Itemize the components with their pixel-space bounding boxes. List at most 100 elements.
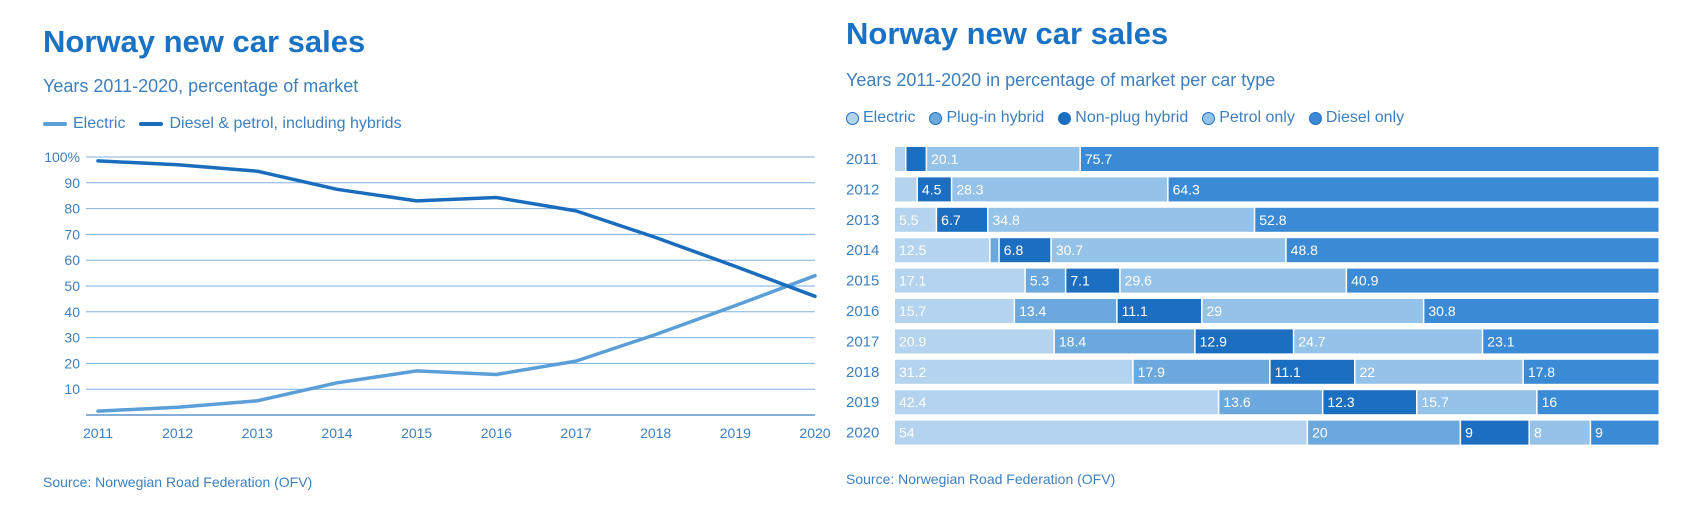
legend-label: Electric (73, 115, 126, 132)
legend-label: Petrol only (1219, 109, 1295, 126)
bar-value-label: 13.6 (1223, 394, 1250, 410)
bar-value-label: 22 (1360, 364, 1376, 380)
x-tick-label: 2017 (560, 425, 591, 441)
bar-segment (1483, 329, 1659, 354)
y-tick-label: 100% (44, 149, 80, 165)
bar-segment (937, 207, 988, 232)
legend-swatch (139, 122, 164, 126)
legend-swatch (1308, 111, 1322, 125)
bar-value-label: 31.2 (899, 364, 926, 380)
bar-value-label: 64.3 (1173, 181, 1200, 197)
bar-value-label: 12.5 (899, 242, 926, 258)
x-tick-label: 2015 (401, 425, 432, 441)
category-label: 2015 (846, 273, 879, 290)
bar-segment (1015, 299, 1117, 323)
bar-segment (917, 177, 951, 202)
y-tick-label: 80 (64, 201, 80, 217)
bar-segment (1286, 238, 1659, 263)
bar-segment (1025, 268, 1065, 293)
bar-value-label: 17.8 (1528, 364, 1555, 380)
bar-segment (1417, 390, 1537, 415)
bar-value-label: 15.7 (1421, 394, 1448, 410)
x-tick-label: 2013 (242, 425, 273, 441)
category-label: 2018 (846, 364, 879, 381)
chart-legend: Electric Diesel & petrol, including hybr… (43, 115, 416, 133)
bar-value-label: 4.5 (922, 181, 942, 197)
x-tick-label: 2011 (83, 425, 113, 441)
bar-value-label: 17.1 (899, 273, 926, 289)
bar-value-label: 29.6 (1125, 273, 1152, 289)
chart-subtitle: Years 2011-2020 in percentage of market … (846, 70, 1276, 90)
bar-segment (1529, 420, 1590, 445)
bar-segment (1294, 329, 1482, 354)
bar-segment (1202, 299, 1423, 323)
legend-swatch (1202, 111, 1216, 125)
category-label: 2019 (846, 394, 879, 411)
category-label: 2012 (846, 181, 879, 198)
bar-value-label: 24.7 (1298, 333, 1325, 349)
legend-label: Plug-in hybrid (946, 109, 1045, 126)
category-label: 2011 (846, 151, 878, 168)
legend-item: Non-plug hybrid (1058, 109, 1188, 127)
bar-value-label: 16 (1542, 394, 1558, 410)
x-tick-label: 2020 (799, 425, 830, 441)
bar-segment (1308, 420, 1460, 445)
x-tick-label: 2012 (162, 425, 193, 441)
bar-value-label: 6.8 (1004, 242, 1024, 258)
bar-segment (906, 147, 926, 171)
bar-value-label: 52.8 (1259, 212, 1286, 228)
bar-segment (895, 207, 936, 232)
y-tick-label: 60 (64, 252, 80, 268)
chart-source: Source: Norwegian Road Federation (OFV) (846, 471, 1116, 487)
bar-value-label: 17.9 (1138, 364, 1165, 380)
bar-value-label: 12.3 (1327, 394, 1354, 410)
x-tick-label: 2016 (481, 425, 512, 441)
y-tick-label: 70 (64, 226, 80, 242)
bar-segment (1355, 359, 1523, 384)
bar-segment (895, 268, 1025, 293)
bar-value-label: 9 (1595, 425, 1603, 441)
bar-segment (1054, 329, 1195, 354)
series-line-electric (96, 273, 817, 413)
y-tick-label: 20 (64, 355, 80, 371)
x-tick-label: 2019 (720, 425, 751, 441)
bar-segment (895, 177, 917, 202)
legend-label: Electric (863, 109, 916, 126)
bar-segment (895, 147, 905, 171)
bar-segment (895, 299, 1014, 323)
bar-segment (1523, 359, 1659, 384)
legend-item: Petrol only (1202, 109, 1295, 127)
bar-segment (895, 238, 990, 263)
bar-segment (1270, 359, 1355, 384)
bar-segment (1051, 238, 1286, 263)
bar-value-label: 40.9 (1351, 273, 1378, 289)
category-label: 2016 (846, 303, 879, 320)
bar-segment (895, 329, 1054, 354)
bar-value-label: 20 (1312, 425, 1328, 441)
bar-segment (990, 238, 999, 263)
category-label: 2014 (846, 242, 879, 259)
legend-swatch (1058, 111, 1072, 125)
bar-segment (1461, 420, 1529, 445)
bar-value-label: 23.1 (1487, 333, 1514, 349)
bar-value-label: 5.5 (899, 212, 919, 228)
bar-value-label: 15.7 (899, 303, 926, 319)
bar-value-label: 13.4 (1019, 303, 1046, 319)
bar-value-label: 48.8 (1291, 242, 1318, 258)
legend-swatch (43, 122, 67, 126)
category-label: 2017 (846, 333, 879, 350)
legend-item-electric: Electric (43, 115, 125, 133)
bar-segment (1537, 390, 1659, 415)
y-tick-label: 90 (64, 175, 80, 191)
bar-segment (1080, 147, 1659, 171)
chart-source: Source: Norwegian Road Federation (OFV) (43, 474, 313, 490)
bar-segment (895, 359, 1133, 384)
legend-label: Diesel only (1325, 109, 1405, 126)
series-line-diesel-petrol (96, 159, 817, 299)
bar-value-label: 20.9 (899, 333, 926, 349)
bar-segment (1168, 177, 1659, 202)
y-tick-label: 10 (64, 381, 80, 397)
bar-segment (1195, 329, 1293, 354)
bar-segment (1591, 420, 1659, 445)
bar-segment (1133, 359, 1270, 384)
